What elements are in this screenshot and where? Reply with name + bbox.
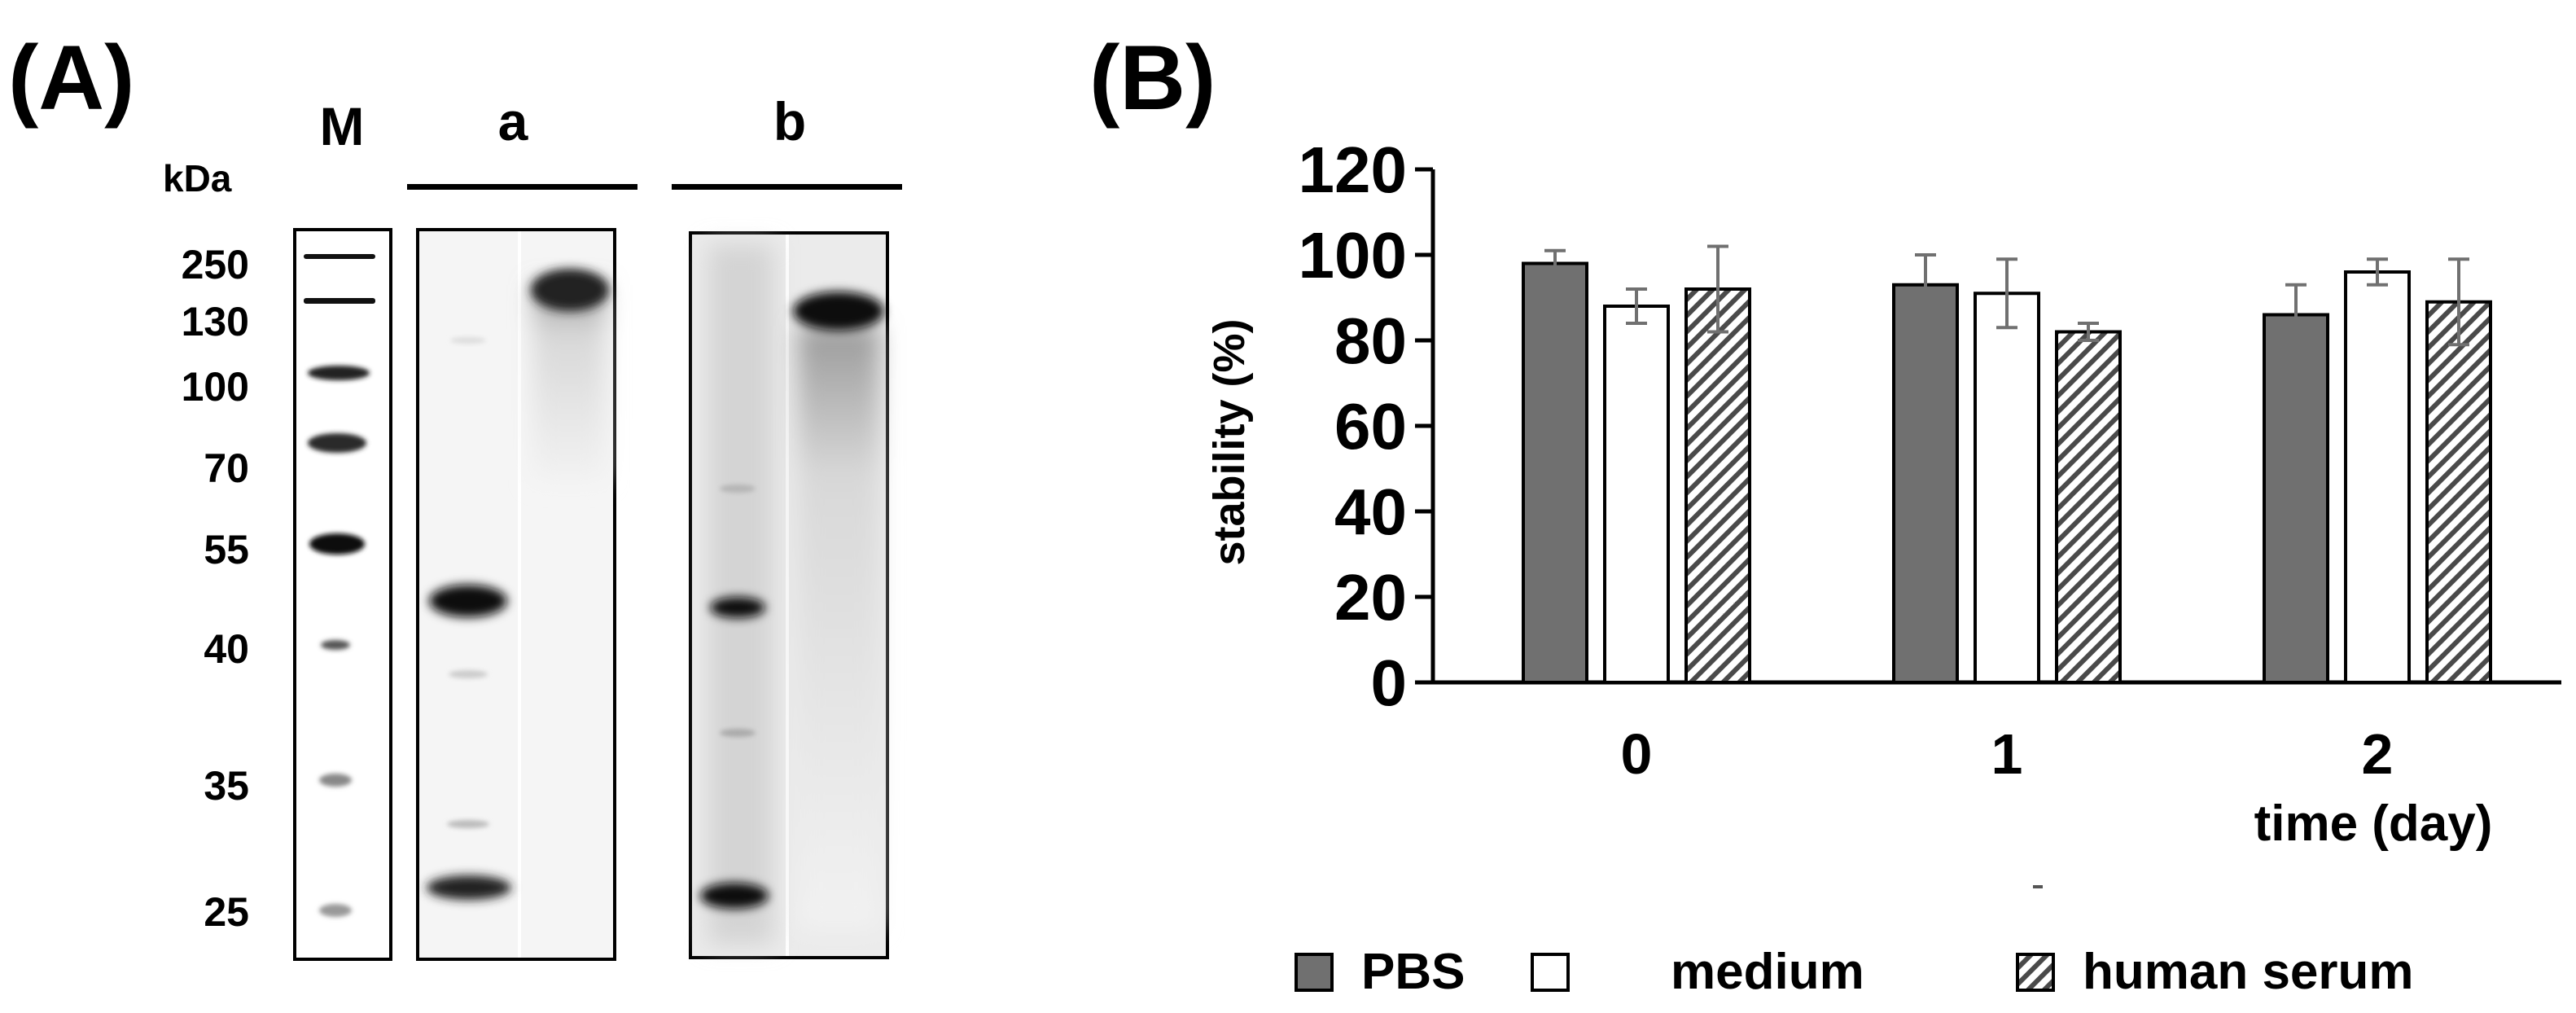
marker-lane xyxy=(293,228,392,961)
mw-label-130: 130 xyxy=(181,299,249,344)
mw-label-250: 250 xyxy=(181,242,249,287)
y-tick-label: 40 xyxy=(1334,476,1407,548)
legend-label-medium: medium xyxy=(1671,944,1864,1000)
bar-human-serum-day-2 xyxy=(2425,300,2492,684)
bar-pbs-day-2 xyxy=(2263,313,2329,684)
lane-a-bracket xyxy=(407,184,637,190)
bar-pbs-day-0 xyxy=(1522,261,1588,684)
gel-lane-a xyxy=(416,228,616,961)
bar-medium-day-1 xyxy=(1974,292,2040,684)
panel-a-label: (A) xyxy=(8,27,135,129)
x-axis-title: time (day) xyxy=(2254,796,2493,852)
legend-swatch-pbs xyxy=(1295,953,1334,992)
panel-b-label: (B) xyxy=(1089,27,1216,129)
mw-label-70: 70 xyxy=(204,445,249,491)
gel-image xyxy=(293,228,889,961)
mw-label-35: 35 xyxy=(204,763,249,809)
legend-swatch-medium xyxy=(1531,953,1570,992)
legend-swatch-human-serum xyxy=(2016,953,2055,992)
mw-label-25: 25 xyxy=(204,889,249,935)
bar-human-serum-day-0 xyxy=(1684,287,1751,684)
lane-b-bracket xyxy=(672,184,902,190)
gel-lane-b xyxy=(689,231,889,959)
legend-label-pbs: PBS xyxy=(1361,944,1465,1000)
y-tick-label: 100 xyxy=(1299,219,1407,292)
y-tick-label: 120 xyxy=(1299,134,1407,206)
y-tick-label: 20 xyxy=(1334,561,1407,634)
lane-a-header: a xyxy=(497,91,528,151)
lane-marker-header: M xyxy=(319,96,365,156)
y-tick-label: 60 xyxy=(1334,390,1407,463)
lane-b-header: b xyxy=(773,91,807,151)
x-tick-label: 1 xyxy=(1991,722,2023,786)
mw-label-100: 100 xyxy=(181,364,249,410)
mw-label-55: 55 xyxy=(204,527,249,572)
x-tick-label: 0 xyxy=(1621,722,1653,786)
bar-human-serum-day-1 xyxy=(2055,330,2122,684)
bar-medium-day-2 xyxy=(2344,270,2411,684)
kda-unit-label: kDa xyxy=(163,157,232,200)
y-tick-label: 80 xyxy=(1334,305,1407,377)
y-axis-title: stability (%) xyxy=(1205,318,1254,565)
bar-pbs-day-1 xyxy=(1892,283,1959,684)
x-tick-label: 2 xyxy=(2362,722,2394,786)
legend-label-human-serum: human serum xyxy=(2083,944,2414,1000)
mw-label-40: 40 xyxy=(204,626,249,672)
stray-mark xyxy=(2033,885,2043,888)
bar-medium-day-0 xyxy=(1603,305,1670,684)
y-tick-label: 0 xyxy=(1371,647,1408,719)
